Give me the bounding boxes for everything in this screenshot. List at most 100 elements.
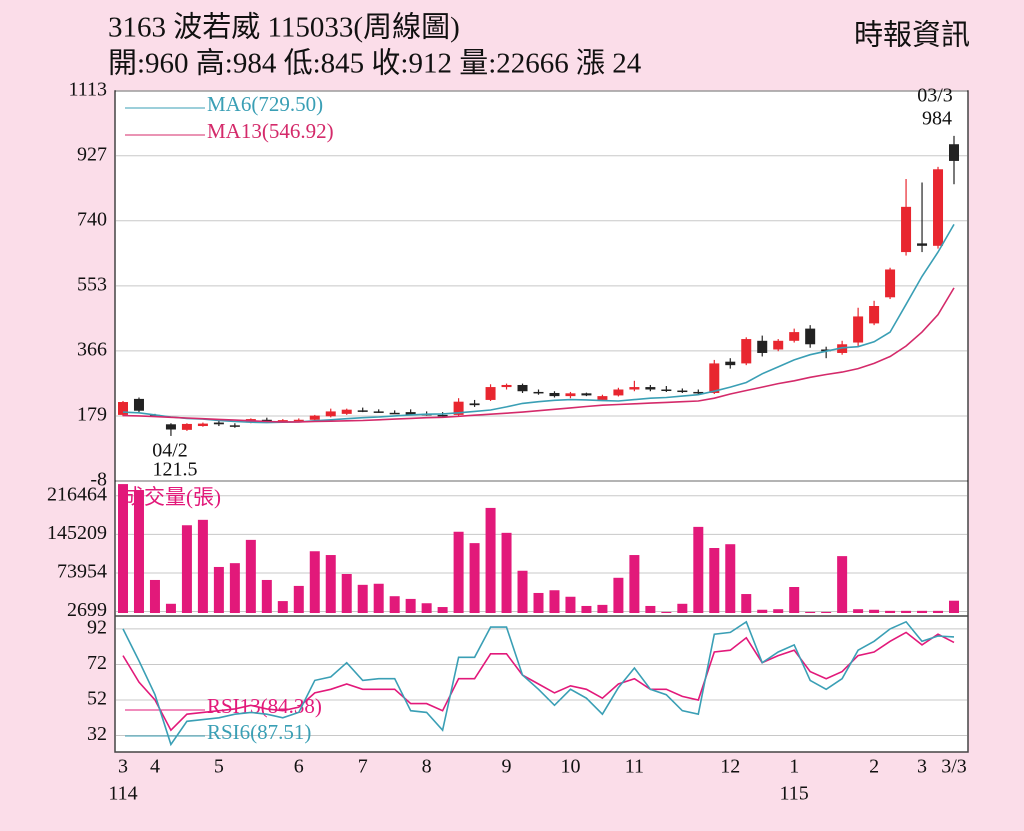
- candle-body: [405, 412, 416, 415]
- volume-bar: [133, 490, 144, 613]
- volume-bar: [773, 609, 784, 613]
- candle-body: [901, 206, 912, 253]
- annotation: 04/2: [152, 440, 188, 462]
- candle-body: [885, 269, 896, 298]
- candle-body: [661, 389, 672, 392]
- annotation: 984: [922, 108, 952, 130]
- candle-body: [949, 144, 959, 161]
- candle-body: [165, 424, 176, 430]
- candle-body: [933, 169, 944, 246]
- line-series: [122, 287, 955, 423]
- volume-bar: [549, 590, 560, 613]
- candle-body: [469, 403, 480, 406]
- volume-bar: [709, 548, 720, 613]
- volume-bar: [453, 531, 464, 613]
- candle-body: [533, 391, 544, 394]
- x-tick-label: 5: [214, 756, 224, 778]
- volume-bar: [597, 604, 608, 613]
- volume-bar: [885, 610, 896, 613]
- y-tick-label: 73954: [57, 561, 107, 583]
- volume-bar: [933, 610, 944, 613]
- y-tick-label: 366: [77, 338, 107, 360]
- x-tick-label: 6: [294, 756, 304, 778]
- candle-body: [725, 361, 736, 366]
- candle-body: [501, 384, 512, 388]
- legend-label: MA13(546.92): [207, 119, 334, 143]
- x-tick-label: 7: [358, 756, 368, 778]
- candle-body: [549, 392, 560, 397]
- candle-body: [389, 412, 400, 415]
- y-tick-label: 740: [77, 208, 107, 230]
- volume-bar: [533, 592, 544, 613]
- candle-body: [917, 243, 928, 246]
- candle-body: [597, 396, 608, 400]
- candle-body: [293, 419, 304, 422]
- x-year-label: 114: [108, 783, 137, 805]
- volume-bar: [165, 603, 176, 613]
- volume-bar: [869, 609, 880, 613]
- x-year-label: 115: [780, 783, 809, 805]
- volume-bar: [437, 607, 448, 613]
- volume-bar: [629, 555, 640, 613]
- x-tick-label: 3: [118, 756, 128, 778]
- candle-body: [485, 387, 496, 400]
- quote-summary: 開:960 高:984 低:845 收:912 量:22666 漲 24: [108, 47, 642, 80]
- x-tick-label: 3/3: [941, 756, 967, 778]
- candle-body: [325, 411, 336, 417]
- x-tick-label: 11: [625, 756, 644, 778]
- volume-bar: [917, 610, 928, 613]
- x-tick-label: 9: [502, 756, 512, 778]
- volume-bar: [613, 577, 624, 613]
- candle-body: [565, 393, 576, 397]
- volume-bar: [837, 556, 848, 613]
- candle-body: [805, 328, 816, 345]
- volume-bar: [389, 596, 400, 613]
- candle-body: [453, 401, 464, 415]
- annotation: 03/3: [917, 85, 953, 107]
- y-tick-label: 2699: [67, 599, 107, 621]
- volume-bar: [485, 507, 496, 613]
- candle-body: [341, 409, 352, 414]
- candle-body: [118, 402, 128, 415]
- volume-bar: [357, 584, 368, 613]
- candle-body: [437, 414, 448, 417]
- y-tick-label: 145209: [47, 522, 107, 544]
- y-tick-label: 1113: [68, 79, 107, 101]
- volume-bar: [501, 532, 512, 613]
- line-series: [122, 631, 955, 732]
- y-tick-label: 32: [87, 723, 107, 745]
- volume-bar: [245, 539, 256, 613]
- candle-body: [869, 306, 880, 324]
- volume-bar: [421, 603, 432, 613]
- candle-body: [581, 393, 592, 396]
- y-tick-label: 52: [87, 688, 107, 710]
- volume-bar: [661, 611, 672, 613]
- candle-body: [197, 423, 208, 427]
- volume-bar: [277, 601, 288, 613]
- candle-body: [133, 398, 144, 411]
- candle-body: [613, 389, 624, 396]
- volume-bar: [949, 600, 959, 613]
- candle-body: [629, 387, 640, 390]
- volume-bar: [309, 551, 320, 613]
- candle-body: [261, 419, 272, 422]
- x-tick-label: 4: [150, 756, 160, 778]
- panel-title: 成交量(張): [123, 485, 221, 509]
- chart-title: 3163 波若威 115033(周線圖): [108, 11, 460, 44]
- volume-bar: [149, 579, 160, 613]
- candle-body: [821, 349, 832, 352]
- volume-bar: [677, 603, 688, 613]
- y-tick-label: 927: [77, 143, 107, 165]
- candle-body: [645, 387, 656, 390]
- volume-bar: [197, 519, 208, 613]
- volume-bar: [341, 574, 352, 613]
- x-tick-label: 8: [422, 756, 432, 778]
- candle-body: [309, 415, 320, 420]
- volume-bar: [725, 544, 736, 613]
- volume-bar: [261, 579, 272, 613]
- volume-bar: [853, 609, 864, 613]
- candle-body: [709, 363, 720, 393]
- candle-body: [373, 411, 384, 413]
- legend-label: MA6(729.50): [207, 92, 323, 116]
